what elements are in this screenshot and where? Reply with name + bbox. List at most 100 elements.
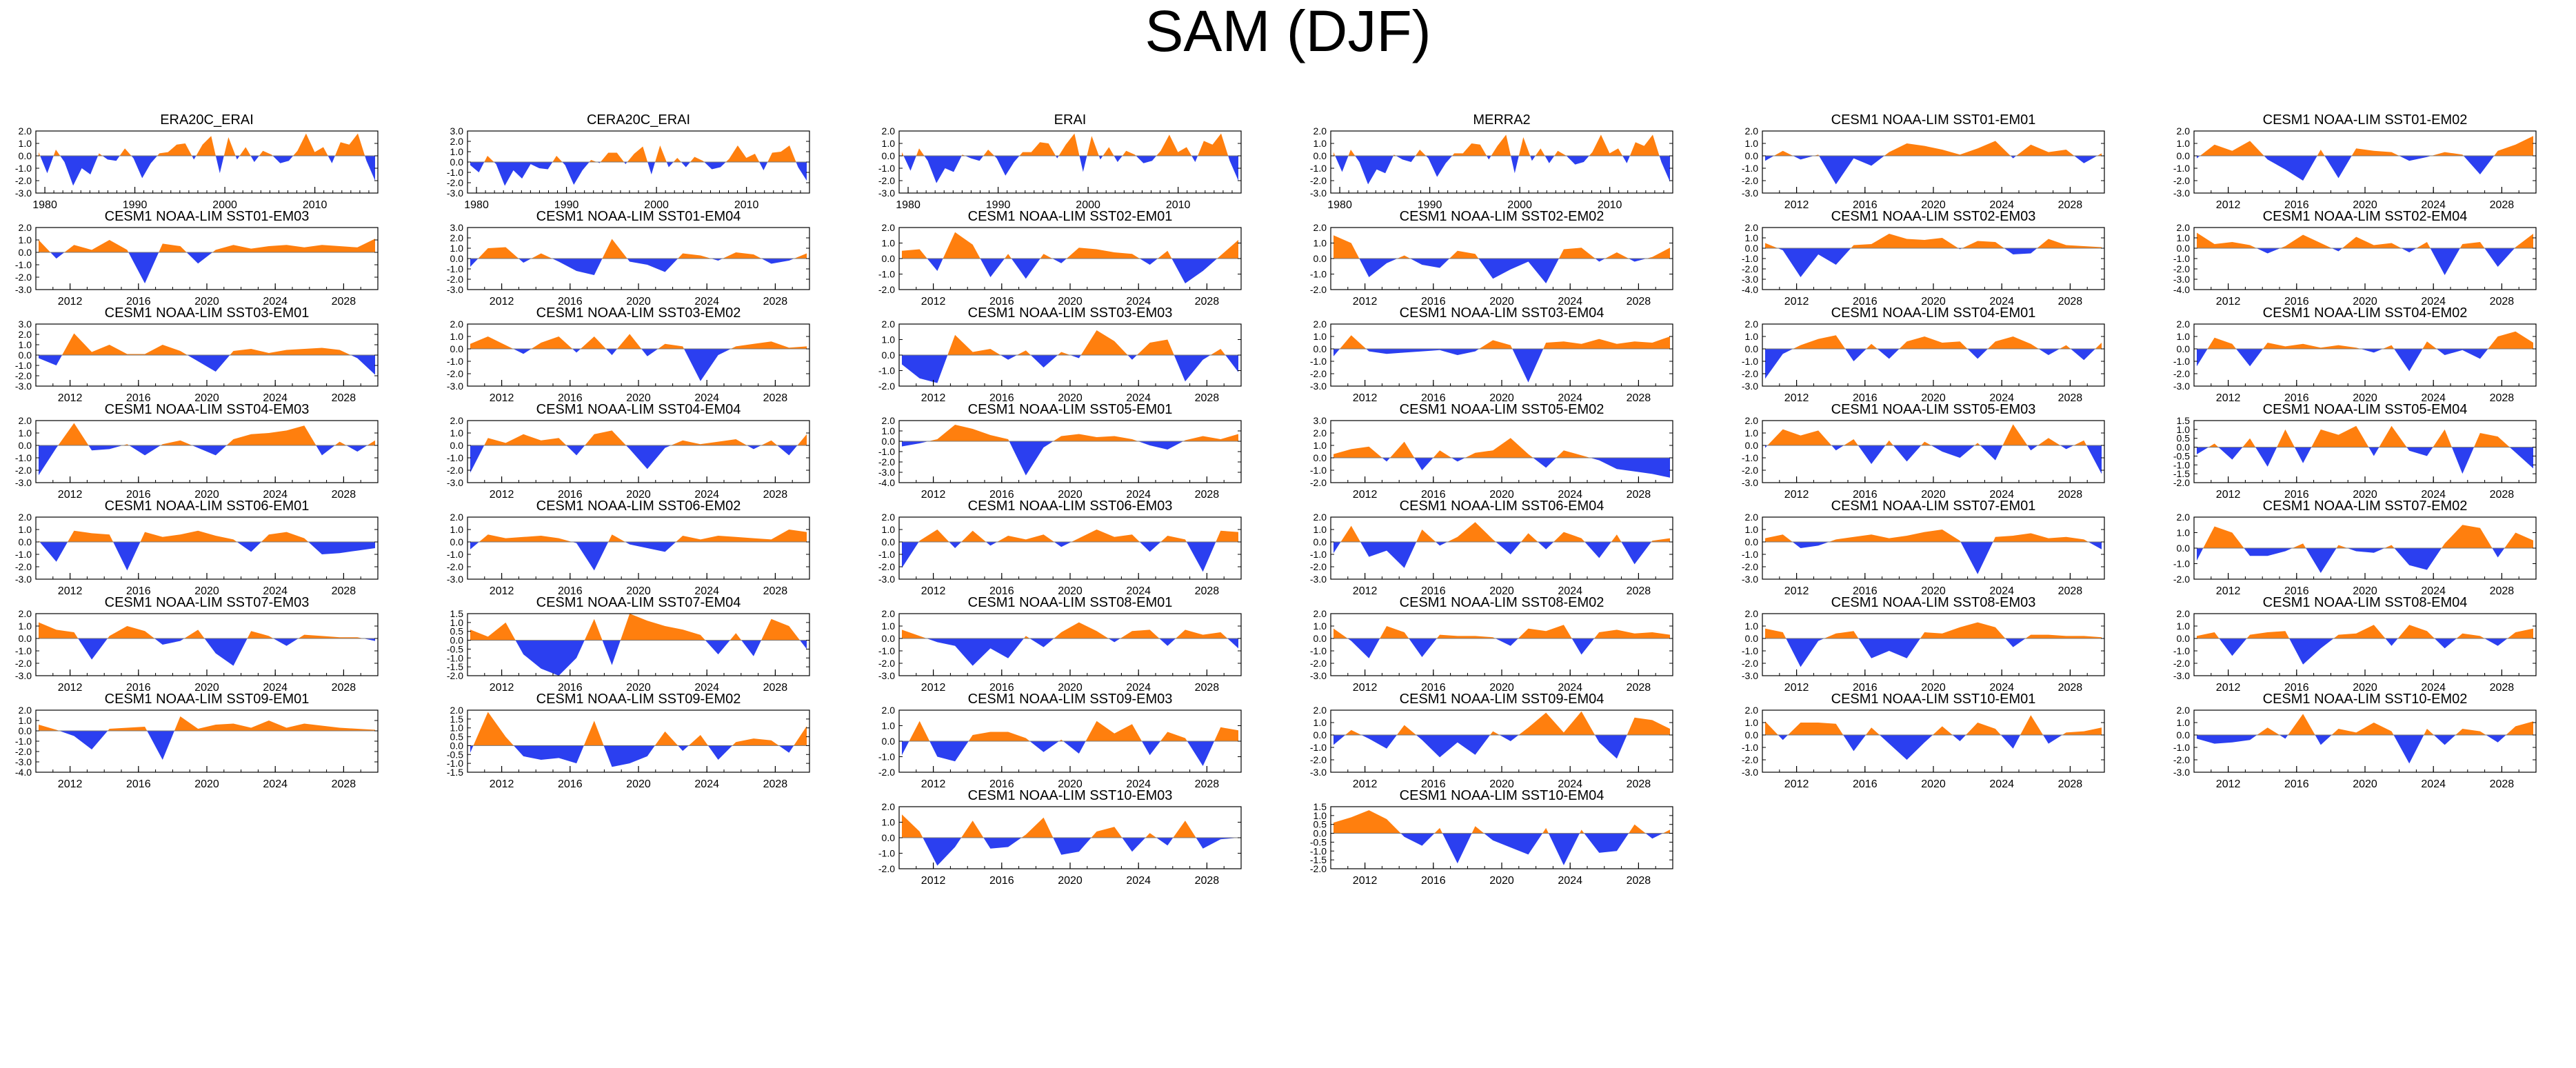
panel-27: CESM1 NOAA-LIM SST06-EM03 2.01.00.0 -1.0-2…: [878, 498, 1242, 597]
y-tick-label: 1.0: [450, 243, 464, 254]
y-tick-label: -1.0: [447, 356, 463, 367]
x-tick-label: 2010: [1598, 199, 1622, 211]
y-tick-label: -2.0: [878, 381, 895, 392]
x-tick-label: 2024: [2421, 489, 2446, 501]
y-tick-label: -2.0: [878, 284, 895, 295]
x-tick-label: 2000: [644, 199, 669, 211]
y-tick-label: -4.0: [15, 767, 32, 778]
y-tick-label: 0.0: [2177, 543, 2191, 554]
y-tick-label: -0.5: [447, 749, 463, 760]
x-tick-label: 2016: [2284, 489, 2309, 501]
negative-area: [2197, 447, 2533, 474]
y-tick-label: 3.0: [1314, 415, 1327, 426]
y-tick-label: 0.0: [450, 253, 464, 264]
y-tick-label: -1.0: [1310, 549, 1327, 560]
plot-frame: [1762, 420, 2105, 483]
negative-area: [39, 542, 375, 571]
x-tick-label: 2016: [989, 585, 1014, 597]
positive-area: [1334, 438, 1670, 458]
y-tick-label: -1.0: [447, 452, 463, 463]
y-tick-label: -1.0: [1742, 549, 1758, 560]
x-tick-label: 2016: [1421, 585, 1446, 597]
panel-44: CESM1 NOAA-LIM SST10-EM04 1.51.00.50.0-0.…: [1310, 788, 1673, 887]
x-tick-label: 1980: [32, 199, 57, 211]
x-tick-label: 2020: [1921, 199, 1946, 211]
x-tick-label: 2024: [1558, 392, 1582, 404]
y-tick-label: -1.0: [2173, 742, 2190, 753]
y-tick-label: 1.5: [1314, 801, 1327, 812]
y-tick-label: -2.0: [1742, 561, 1758, 572]
y-tick-label: 0.0: [1745, 633, 1759, 644]
x-tick-label: 2028: [2490, 392, 2515, 404]
negative-area: [1334, 259, 1670, 283]
x-tick-label: 2012: [1353, 392, 1378, 404]
x-tick-label: 2024: [1126, 778, 1151, 790]
negative-area: [2197, 735, 2533, 764]
x-tick-label: 2012: [1353, 778, 1378, 790]
x-tick-label: 2012: [490, 296, 514, 308]
positive-area: [2197, 136, 2533, 156]
y-tick-label: -1.0: [878, 549, 895, 560]
x-tick-label: 2028: [2058, 489, 2083, 501]
x-tick-label: 2020: [626, 778, 651, 790]
panel-34: CESM1 NOAA-LIM SST08-EM02 2.0 1.00.0-1.0 -2…: [1310, 595, 1673, 694]
y-tick-label: -2.0: [878, 658, 895, 669]
panel-title: CESM1 NOAA-LIM SST02-EM04: [2263, 209, 2468, 224]
y-tick-label: 1.0: [882, 425, 896, 436]
y-tick-label: -0.5: [1310, 836, 1327, 847]
y-tick-label: 0.0: [19, 247, 32, 258]
y-tick-label: -2.0: [447, 368, 463, 379]
x-tick-label: 2000: [1076, 199, 1100, 211]
x-tick-label: 2020: [1489, 682, 1514, 694]
negative-area: [1765, 445, 2102, 474]
negative-area: [902, 741, 1238, 766]
y-tick-label: -2.0: [2173, 263, 2190, 274]
y-tick-label: 2.0: [1314, 427, 1327, 439]
panel-title: CESM1 NOAA-LIM SST01-EM02: [2263, 112, 2468, 128]
panel-title: MERRA2: [1473, 112, 1530, 128]
x-tick-label: 2024: [694, 489, 719, 501]
panel-title: CESM1 NOAA-LIM SST07-EM02: [2263, 498, 2468, 514]
plot-frame: [1762, 709, 2105, 773]
plot-frame: [2193, 420, 2537, 483]
y-tick-label: -1.0: [878, 645, 895, 656]
positive-area: [470, 334, 807, 349]
y-tick-label: 2.0: [450, 705, 464, 716]
y-tick-label: -3.0: [1310, 188, 1327, 199]
y-tick-label: -3.0: [447, 284, 463, 295]
y-tick-label: -1.0: [2173, 163, 2190, 174]
x-tick-label: 2028: [2058, 296, 2083, 308]
negative-area: [39, 731, 375, 760]
y-tick-label: -2.0: [1742, 658, 1758, 669]
negative-area: [902, 638, 1238, 666]
y-tick-label: 0.0: [882, 633, 896, 644]
panel-title: CESM1 NOAA-LIM SST02-EM03: [1831, 209, 2036, 224]
y-tick-label: 0.5: [1314, 819, 1327, 830]
y-tick-label: -1.0: [15, 259, 32, 270]
y-tick-label: -1.0: [2173, 253, 2190, 264]
x-tick-label: 2016: [989, 296, 1014, 308]
x-tick-label: 2024: [1558, 875, 1582, 887]
x-tick-label: 2012: [1784, 392, 1809, 404]
negative-area: [902, 355, 1238, 383]
negative-area: [902, 838, 1238, 866]
y-tick-label: 2.0: [882, 512, 896, 523]
panel-23: CESM1 NOAA-LIM SST05-EM03 2.01.00.0-1.0 -2…: [1742, 402, 2105, 501]
y-tick-label: 2.0: [19, 125, 32, 137]
positive-area: [39, 333, 375, 355]
negative-area: [1765, 349, 2102, 379]
y-tick-label: -3.0: [1742, 477, 1758, 488]
y-tick-label: 2.0: [882, 801, 896, 812]
x-tick-label: 2020: [2353, 585, 2377, 597]
negative-area: [1334, 833, 1670, 865]
panel-32: CESM1 NOAA-LIM SST07-EM04 1.51.00.50.0-0.…: [447, 595, 810, 694]
x-tick-label: 2020: [2353, 199, 2377, 211]
negative-area: [1334, 542, 1670, 568]
panel-title: CESM1 NOAA-LIM SST07-EM03: [105, 595, 310, 610]
x-tick-label: 2024: [1989, 778, 2014, 790]
y-tick-label: 0.0: [19, 536, 32, 547]
y-tick-label: 1.0: [1745, 427, 1759, 439]
x-tick-label: 2024: [1126, 682, 1151, 694]
positive-area: [902, 721, 1238, 741]
y-tick-label: -2.0: [15, 370, 32, 381]
